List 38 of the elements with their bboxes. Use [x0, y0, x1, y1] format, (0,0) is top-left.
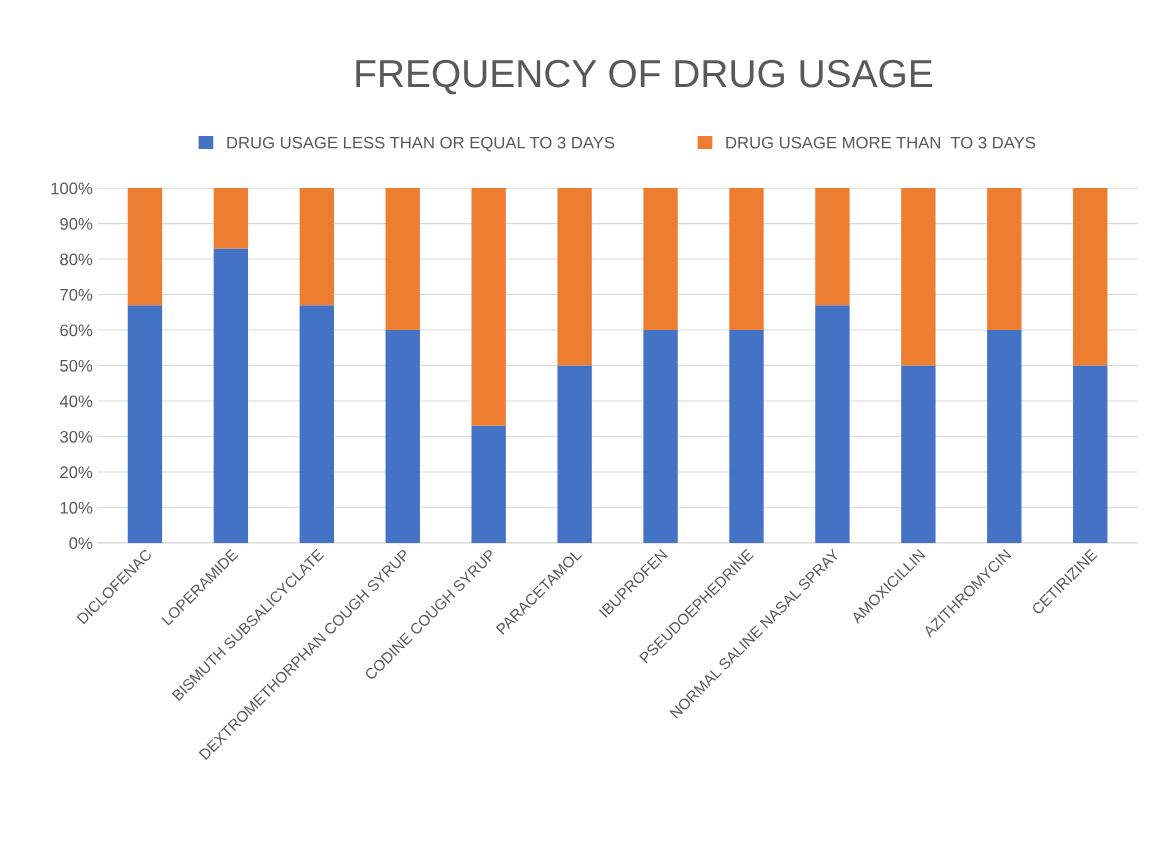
- y-tick-label: 10%: [60, 501, 93, 514]
- y-tick-label: 80%: [60, 253, 93, 266]
- y-tick-label: 40%: [59, 395, 93, 408]
- bar: [471, 425, 506, 543]
- y-tick-label: 50%: [60, 359, 93, 372]
- bar: [1073, 188, 1108, 366]
- bar: [385, 330, 420, 543]
- bar: [901, 365, 936, 543]
- bar: [815, 188, 850, 306]
- y-tick-label: 30%: [60, 430, 93, 443]
- y-tick-label: 90%: [60, 217, 93, 230]
- bar: [729, 188, 764, 331]
- bar: [299, 305, 334, 543]
- y-tick-label: 20%: [60, 466, 93, 479]
- bar: [987, 330, 1022, 543]
- y-tick-label: 100%: [51, 182, 93, 195]
- bar: [299, 188, 334, 306]
- legend-label: DRUG USAGE LESS THAN OR EQUAL TO 3 DAYS: [227, 136, 615, 152]
- bar: [1073, 365, 1108, 543]
- bar: [643, 330, 678, 543]
- y-tick-label: 0%: [69, 537, 93, 550]
- chart-title: FREQUENCY OF DRUG USAGE: [356, 59, 933, 95]
- bar: [213, 248, 249, 543]
- y-tick-label: 70%: [60, 288, 93, 301]
- legend-label: DRUG USAGE MORE THAN TO 3 DAYS: [726, 136, 1036, 149]
- bar: [815, 305, 850, 543]
- bar: [557, 365, 592, 543]
- bar: [557, 188, 592, 366]
- bar: [987, 188, 1022, 331]
- bar: [213, 188, 249, 249]
- bar: [729, 330, 764, 543]
- bar: [127, 188, 163, 306]
- bar: [127, 305, 163, 543]
- y-tick-label: 60%: [60, 324, 93, 337]
- bar: [471, 188, 506, 426]
- bar: [643, 188, 678, 331]
- bar: [901, 188, 936, 366]
- bar: [385, 188, 420, 331]
